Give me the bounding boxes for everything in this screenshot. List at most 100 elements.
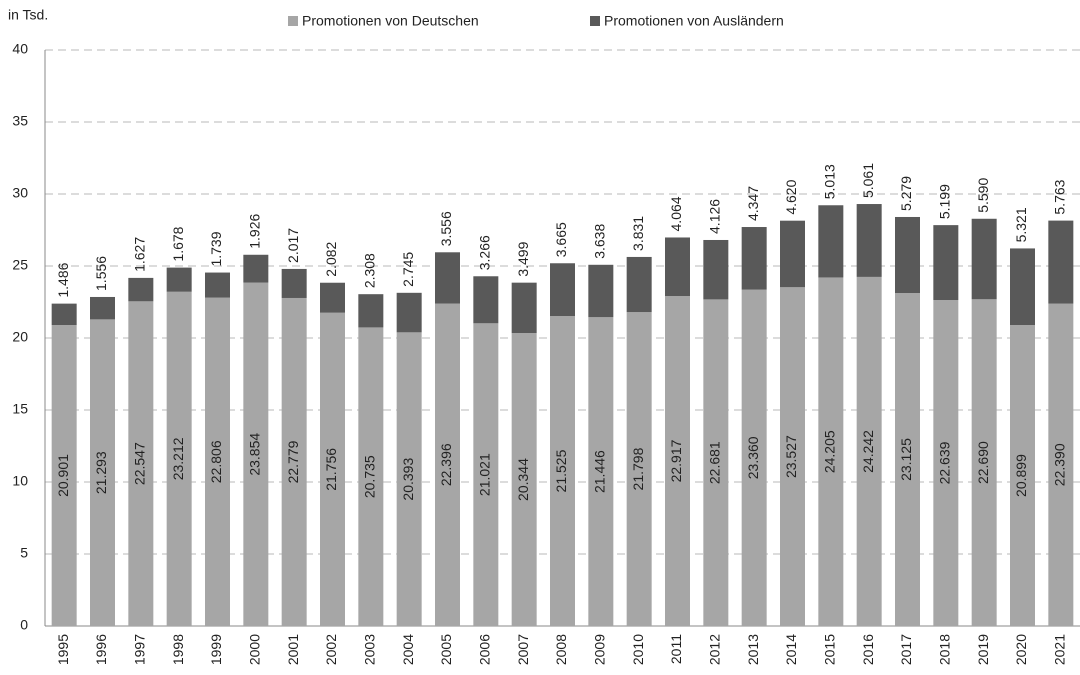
data-label: 4.347 [745, 186, 761, 221]
data-label: 3.499 [515, 241, 531, 276]
data-label: 23.125 [898, 438, 914, 481]
x-tick-label: 2013 [745, 634, 761, 665]
bar-segment [665, 237, 690, 296]
bar-segment [856, 204, 882, 277]
data-label: 2.745 [400, 252, 416, 287]
data-label: 4.126 [707, 199, 723, 234]
bar-segment [588, 264, 614, 318]
data-label: 20.901 [55, 454, 71, 497]
x-tick-label: 2001 [285, 634, 301, 665]
y-tick-label: 35 [12, 113, 28, 129]
bar-segment [396, 292, 422, 333]
bar-segment [511, 333, 537, 626]
data-label: 5.199 [937, 184, 953, 219]
bar-segment [550, 316, 575, 626]
data-label: 20.393 [400, 458, 416, 501]
bar-segment [1048, 303, 1074, 626]
legend-label: Promotionen von Deutschen [302, 13, 479, 29]
bar-segment [626, 256, 652, 313]
bar-segment [205, 272, 230, 298]
bar-segment [90, 319, 115, 626]
bar-segment [818, 277, 844, 626]
y-tick-label: 5 [20, 545, 28, 561]
data-label: 22.547 [132, 442, 148, 485]
y-tick-label: 15 [12, 401, 28, 417]
data-label: 1.739 [208, 231, 224, 266]
data-label: 22.917 [668, 439, 684, 482]
bar-segment [243, 282, 269, 626]
bar-segment [90, 296, 115, 320]
bar-segment [435, 252, 460, 304]
x-tick-label: 2008 [553, 634, 569, 665]
x-tick-label: 2017 [898, 634, 914, 665]
data-label: 22.779 [285, 440, 301, 483]
x-tick-label: 2011 [668, 634, 684, 664]
data-label: 21.293 [93, 451, 109, 494]
legend-swatch [288, 16, 298, 26]
data-label: 2.017 [285, 228, 301, 263]
x-tick-label: 2010 [630, 634, 646, 665]
data-label: 5.013 [822, 164, 838, 199]
y-tick-label: 30 [12, 185, 28, 201]
data-label: 20.899 [1013, 454, 1029, 497]
bar-segment [358, 294, 384, 328]
bar-segment [128, 277, 154, 302]
bar-segment [320, 312, 345, 626]
legend-label: Promotionen von Ausländern [604, 13, 784, 29]
data-label: 3.556 [438, 211, 454, 246]
bar-segment [473, 276, 499, 324]
bar-segment [1010, 325, 1035, 626]
data-label: 21.798 [630, 447, 646, 490]
x-tick-label: 1997 [132, 634, 148, 665]
x-tick-label: 2014 [783, 634, 799, 665]
x-tick-label: 2019 [975, 634, 991, 665]
x-tick-label: 2004 [400, 634, 416, 665]
bar-segment [511, 282, 537, 334]
bar-segment [1048, 220, 1074, 304]
bar-segment [665, 295, 690, 626]
data-label: 1.627 [132, 237, 148, 272]
x-tick-label: 2015 [822, 634, 838, 665]
x-tick-label: 2007 [515, 634, 531, 665]
x-tick-label: 2021 [1052, 634, 1068, 665]
x-tick-label: 1995 [55, 634, 71, 665]
legend-swatch [590, 16, 600, 26]
data-label: 1.926 [247, 214, 263, 249]
data-label: 21.525 [553, 449, 569, 492]
y-tick-label: 40 [12, 41, 28, 57]
bar-segment [358, 327, 384, 626]
x-tick-label: 2005 [438, 634, 454, 665]
data-label: 4.064 [668, 196, 684, 231]
bar-segment [473, 323, 499, 626]
bar-segment [933, 299, 959, 626]
bar-segment [741, 289, 767, 626]
bar-segment [166, 291, 192, 626]
bar-segment [703, 299, 729, 626]
bar-segment [895, 293, 920, 626]
y-tick-label: 10 [12, 473, 28, 489]
data-label: 5.279 [898, 176, 914, 211]
data-label: 3.266 [477, 235, 493, 270]
data-label: 23.212 [170, 437, 186, 480]
x-tick-label: 2012 [707, 634, 723, 665]
data-label: 20.735 [362, 455, 378, 498]
x-tick-label: 2016 [860, 634, 876, 665]
data-label: 5.763 [1052, 179, 1068, 214]
data-label: 2.308 [362, 253, 378, 288]
x-tick-label: 2006 [477, 634, 493, 665]
x-tick-label: 2020 [1013, 634, 1029, 665]
data-label: 22.806 [208, 440, 224, 483]
bar-segment [281, 268, 307, 298]
bar-segment [435, 303, 460, 626]
data-label: 23.360 [745, 436, 761, 479]
data-label: 22.681 [707, 441, 723, 484]
x-tick-label: 2003 [362, 634, 378, 665]
bar-segment [166, 267, 192, 292]
bar-segment [971, 218, 997, 300]
bar-segment [205, 297, 230, 626]
bar-segment [818, 205, 844, 278]
data-label: 5.061 [860, 163, 876, 198]
bar-segment [856, 276, 882, 626]
data-label: 2.082 [323, 241, 339, 276]
